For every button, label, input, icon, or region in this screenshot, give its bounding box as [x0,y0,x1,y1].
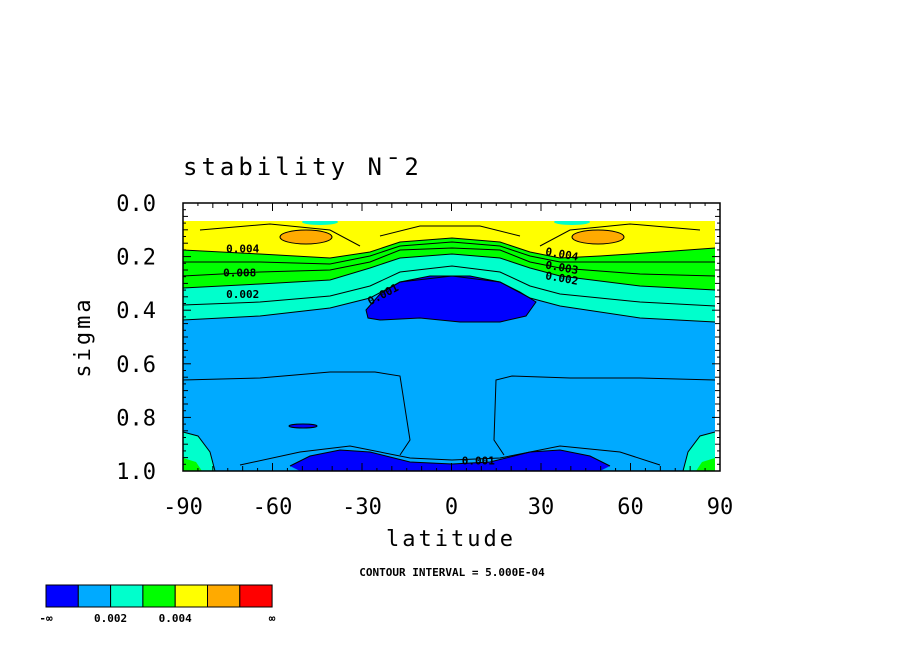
contour-line [183,431,216,471]
x-tick-label: -60 [253,495,293,520]
plot-fills [183,221,715,471]
contour-line [682,431,715,471]
contour-label: 0.001 [462,454,495,467]
colorbar-swatch [207,584,241,608]
contour-label: 0.002 [544,269,579,288]
colorbar-swatch [239,584,273,608]
contour-line [571,229,625,245]
fill-level-orange-north [572,230,624,244]
fill-level-blue-upper [366,276,536,322]
contour-line [493,375,715,456]
colorbar-label: -∞ [39,612,53,625]
contour-label: 0.002 [226,288,259,301]
contour-label: 0.004 [544,245,579,264]
colorbar-swatch [142,584,176,608]
contour-line [279,229,333,245]
x-tick-label: 30 [528,495,555,520]
colorbar-swatch [45,584,79,608]
contour-line [183,253,715,291]
chart-title: stability N¯2 [183,153,423,181]
x-tick-label: 90 [707,495,734,520]
contour-line [365,275,537,323]
contour-line [239,445,661,466]
contour-line [199,223,361,247]
contour-interval-note: CONTOUR INTERVAL = 5.000E-04 [359,566,545,579]
contour-line [183,247,715,277]
y-tick-label: 0.6 [116,353,156,378]
y-tick-label: 0.4 [116,299,156,324]
y-tick-label: 0.8 [116,406,156,431]
y-tick-label: 0.0 [116,192,156,217]
colorbar-label: 0.002 [94,612,127,625]
fill-top-teal-south [302,221,338,225]
axes: -90 -60 -30 0 30 60 90 0.0 0.2 0.4 0.6 0.8 1.0 [116,192,733,520]
colorbar: -∞ 0.002 0.004 ∞ [39,584,276,625]
fill-level-orange-south [280,230,332,244]
contour-line [183,371,411,456]
fill-top-teal-north [554,221,590,225]
contour-line [183,237,715,259]
fill-edge-green-south [183,458,202,471]
y-axis-title: sigma [71,296,96,377]
x-tick-label: -90 [163,495,203,520]
x-tick-label: 60 [617,495,644,520]
fill-edge-green-north [696,458,715,471]
contour-lines [183,223,715,471]
contour-line [183,241,715,265]
y-tick-label: 1.0 [116,460,156,485]
colorbar-swatch [77,584,112,608]
contour-line [539,223,701,247]
contour-line [183,265,715,307]
fill-level-blue-lower [290,450,610,471]
contour-label: 0.004 [226,243,259,256]
x-tick-label: 0 [445,495,458,520]
contour-line [379,225,521,237]
contour-line [288,423,318,429]
fill-small-blob [289,424,317,428]
colorbar-label: 0.004 [159,612,192,625]
contour-label: 0.003 [544,259,579,278]
x-axis-title: latitude [386,527,516,552]
x-tick-label: -30 [342,495,382,520]
y-tick-label: 0.2 [116,246,156,271]
contour-label: 0.008 [223,267,256,280]
colorbar-label: ∞ [269,612,276,625]
colorbar-swatch [174,584,208,608]
colorbar-swatch [110,584,144,608]
